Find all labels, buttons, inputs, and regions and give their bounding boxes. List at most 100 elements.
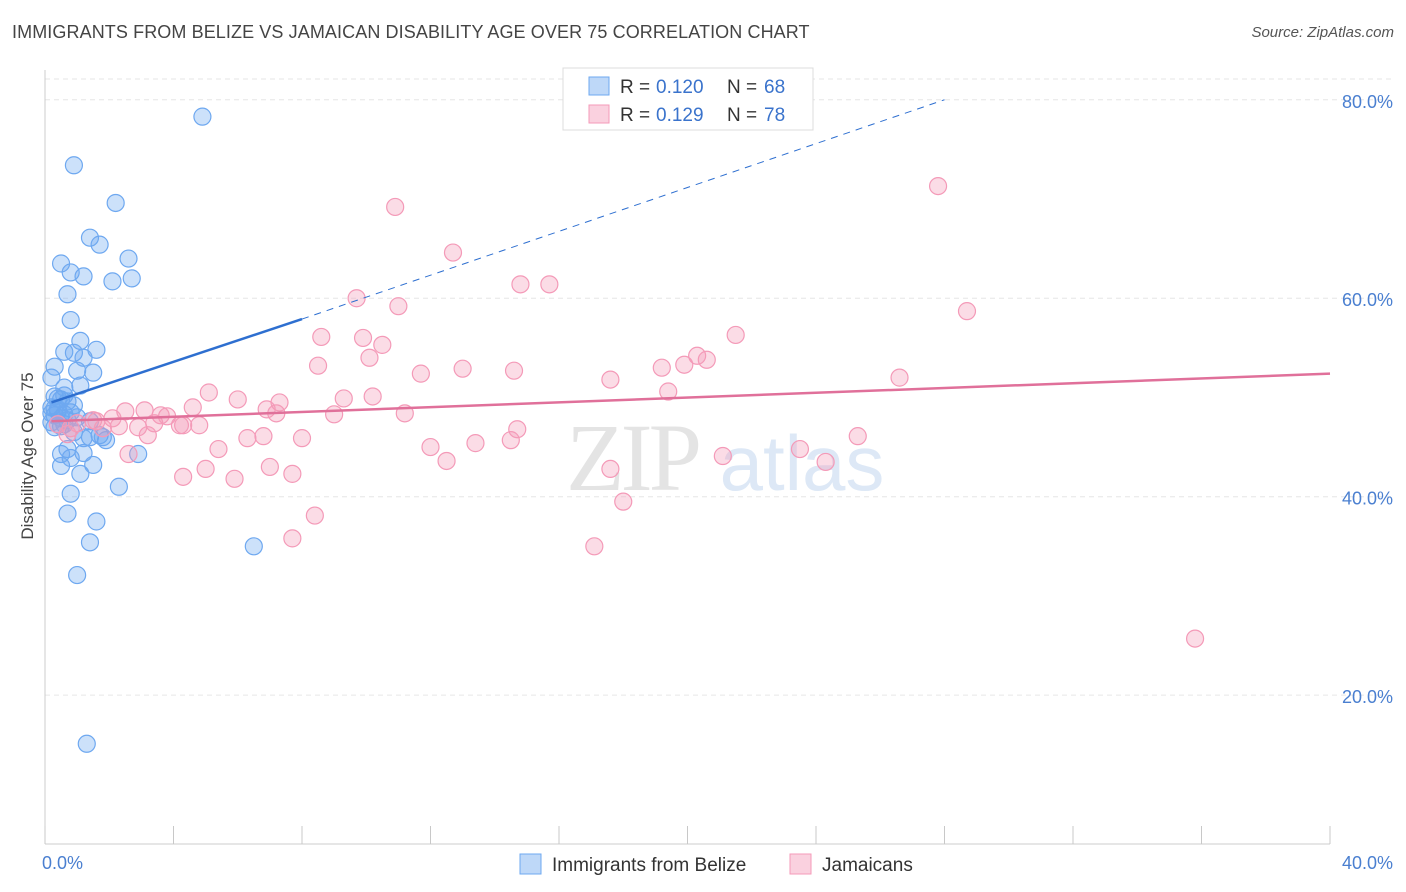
- chart-title: IMMIGRANTS FROM BELIZE VS JAMAICAN DISAB…: [12, 22, 810, 42]
- jamaican-point: [501, 431, 520, 450]
- watermark: ZIP atlas: [566, 404, 884, 511]
- y-tick-label: 40.0%: [1342, 489, 1393, 509]
- belize-point: [87, 512, 106, 531]
- jamaican-point: [360, 348, 379, 367]
- grid-lines: [45, 78, 1392, 696]
- belize-point: [129, 444, 148, 464]
- belize-point: [58, 285, 77, 304]
- jamaican-point: [504, 361, 524, 380]
- jamaican-point: [196, 459, 215, 479]
- belize-point: [74, 443, 93, 463]
- y-tick-label: 60.0%: [1342, 290, 1393, 310]
- jamaican-point: [675, 355, 694, 374]
- belize-point: [68, 565, 87, 585]
- jamaican-point: [225, 469, 244, 488]
- jamaican-point: [254, 427, 273, 446]
- belize-point: [42, 368, 61, 387]
- watermark-atlas: atlas: [720, 419, 885, 507]
- jamaican-point: [183, 398, 202, 417]
- belize-point: [55, 342, 74, 361]
- belize-point: [71, 464, 90, 483]
- jamaican-point: [601, 459, 620, 479]
- x-tick-label: 40.0%: [1342, 853, 1393, 873]
- jamaican-point: [421, 437, 440, 457]
- belize-point: [84, 455, 103, 475]
- jamaican-point: [312, 327, 331, 347]
- belize-point: [84, 363, 103, 382]
- legend-box: [562, 67, 814, 131]
- belize-trend-extension: [301, 99, 945, 320]
- belize-point: [90, 235, 109, 254]
- jamaican-point: [890, 368, 909, 387]
- jamaican-point: [228, 390, 247, 409]
- belize-point: [42, 404, 61, 423]
- trend-lines: [51, 99, 1331, 423]
- watermark-zip: ZIP: [566, 404, 699, 511]
- belize-point: [61, 484, 80, 503]
- jamaican-point: [283, 529, 302, 548]
- jamaican-point: [334, 389, 353, 408]
- belize-point: [96, 431, 116, 450]
- jamaican-point: [308, 356, 328, 375]
- tick-labels: 20.0% 40.0% 60.0% 80.0% 0.0% 40.0%: [42, 92, 1393, 873]
- jamaican-point: [697, 350, 716, 369]
- jamaican-point: [292, 429, 312, 448]
- belize-point: [68, 361, 87, 380]
- jamaican-point: [347, 289, 366, 308]
- bottom-legend-belize-swatch: [519, 853, 542, 875]
- belize-point: [80, 228, 100, 247]
- axes: [44, 70, 1331, 845]
- legend-r-value: 0.129: [656, 105, 704, 126]
- jamaican-point: [138, 426, 157, 445]
- belize-point: [193, 107, 212, 126]
- x-tick-label: 0.0%: [42, 853, 83, 873]
- jamaican-point: [540, 275, 559, 294]
- belize-point: [244, 537, 263, 556]
- jamaican-point: [119, 444, 138, 464]
- jamaican-point: [652, 358, 671, 377]
- jamaican-point: [816, 452, 835, 472]
- jamaican-point: [659, 382, 678, 401]
- jamaican-point: [443, 243, 463, 262]
- jamaican-point: [353, 328, 373, 348]
- jamaican-point: [1185, 629, 1205, 648]
- legend-n-label: N =: [727, 77, 757, 98]
- belize-point: [106, 193, 125, 213]
- legend-n-value: 68: [764, 77, 785, 98]
- jamaican-point: [325, 405, 344, 424]
- jamaican-point: [726, 325, 745, 345]
- jamaican-point: [466, 434, 485, 453]
- belize-point: [61, 310, 80, 330]
- jamaican-point: [305, 506, 324, 525]
- legend-swatch: [588, 104, 610, 124]
- jamaican-point: [389, 297, 408, 316]
- jamaican-point: [437, 451, 456, 471]
- belize-point: [64, 343, 84, 362]
- belize-point: [103, 272, 122, 291]
- belize-point: [45, 357, 64, 376]
- belize-trend-line: [51, 317, 303, 404]
- source-credit: Source: ZipAtlas.com: [1251, 24, 1394, 41]
- jamaican-point: [174, 467, 193, 486]
- jamaican-point: [511, 275, 530, 294]
- legend-swatch: [588, 76, 610, 96]
- jamaican-point: [688, 346, 707, 365]
- belize-point: [51, 456, 71, 476]
- legend-r-value: 0.120: [656, 77, 704, 98]
- legend-n-label: N =: [727, 105, 757, 126]
- belize-point: [109, 477, 128, 496]
- legend-r-label: R =: [620, 77, 650, 98]
- bottom-legend-jamaicans-label: Jamaicans: [822, 855, 913, 876]
- jamaican-point: [199, 383, 218, 402]
- jamaican-point: [170, 416, 190, 435]
- y-tick-label: 20.0%: [1342, 687, 1393, 707]
- jamaican-point: [109, 417, 128, 436]
- jamaican-point: [614, 492, 633, 511]
- jamaican-point: [411, 364, 430, 383]
- jamaican-point: [601, 370, 620, 389]
- legend: R = 0.120 N = 68 R = 0.129 N = 78: [562, 67, 814, 131]
- jamaican-point: [190, 416, 209, 435]
- belize-point: [80, 533, 100, 552]
- jamaican-point: [713, 446, 732, 466]
